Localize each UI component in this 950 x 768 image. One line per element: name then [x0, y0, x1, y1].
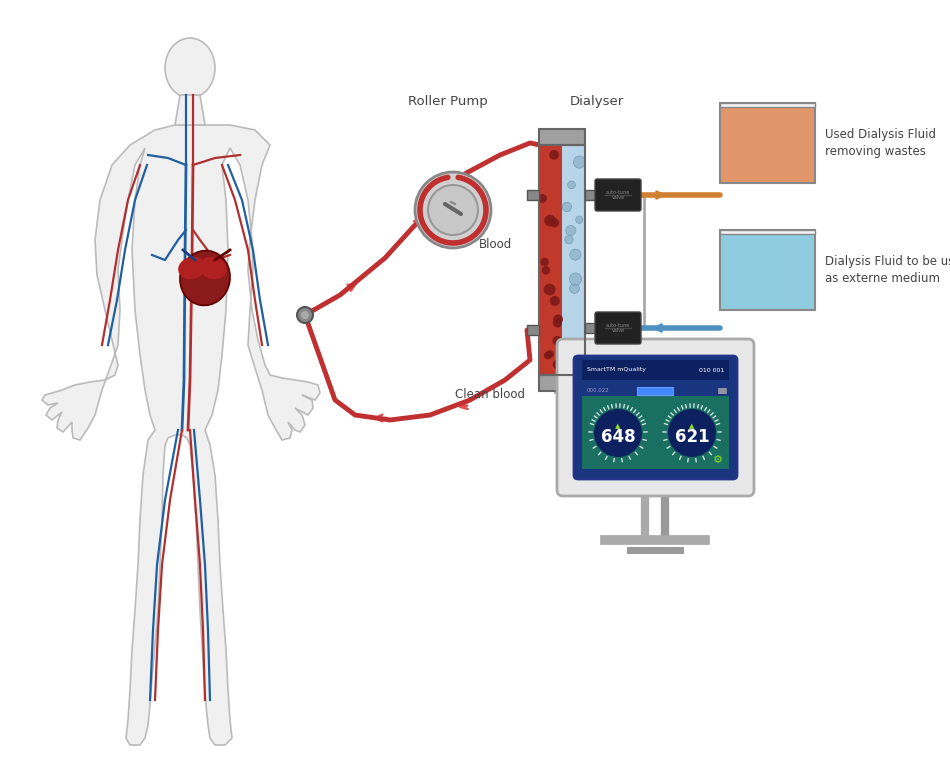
- Circle shape: [297, 307, 313, 323]
- Text: ⚙: ⚙: [713, 455, 723, 465]
- Circle shape: [668, 409, 716, 457]
- Circle shape: [562, 202, 572, 212]
- Circle shape: [550, 296, 560, 306]
- Bar: [720, 230, 815, 310]
- Text: auto-tune
valve: auto-tune valve: [606, 323, 630, 333]
- Ellipse shape: [180, 250, 230, 306]
- Bar: [539, 145, 585, 375]
- Circle shape: [553, 336, 562, 346]
- Bar: [585, 323, 597, 333]
- Text: auto-tune
valve: auto-tune valve: [606, 190, 630, 200]
- Circle shape: [567, 366, 575, 373]
- Bar: [527, 325, 539, 335]
- Bar: [720, 230, 815, 234]
- Circle shape: [538, 194, 547, 203]
- Circle shape: [546, 350, 554, 358]
- Circle shape: [574, 156, 585, 168]
- Circle shape: [553, 359, 562, 369]
- Circle shape: [553, 314, 563, 324]
- Bar: [582, 360, 729, 380]
- Circle shape: [542, 266, 550, 275]
- Circle shape: [570, 249, 581, 260]
- Circle shape: [564, 236, 573, 243]
- Bar: [637, 387, 673, 395]
- Text: Dialysis Fluid to be used
as externe medium: Dialysis Fluid to be used as externe med…: [825, 255, 950, 285]
- Text: Dialyser: Dialyser: [570, 95, 624, 108]
- Text: Used Dialysis Fluid
removing wastes: Used Dialysis Fluid removing wastes: [825, 128, 936, 158]
- Circle shape: [553, 319, 562, 328]
- Bar: [539, 375, 585, 391]
- Circle shape: [541, 258, 549, 266]
- Circle shape: [415, 172, 491, 248]
- Bar: [585, 190, 597, 200]
- Text: ▲: ▲: [616, 423, 620, 429]
- Ellipse shape: [200, 257, 227, 280]
- Bar: [720, 103, 815, 183]
- Circle shape: [569, 273, 581, 286]
- Text: ▲: ▲: [690, 423, 694, 429]
- Circle shape: [549, 150, 559, 160]
- Bar: [539, 129, 585, 145]
- Bar: [539, 145, 562, 375]
- Polygon shape: [42, 125, 320, 745]
- Bar: [527, 190, 539, 200]
- FancyBboxPatch shape: [595, 312, 641, 344]
- FancyBboxPatch shape: [557, 339, 754, 496]
- Ellipse shape: [165, 38, 215, 98]
- Circle shape: [301, 311, 309, 319]
- Circle shape: [428, 185, 478, 235]
- FancyBboxPatch shape: [574, 356, 737, 479]
- Bar: [562, 145, 585, 375]
- Text: Clean blood: Clean blood: [455, 389, 525, 402]
- Circle shape: [550, 218, 560, 227]
- Circle shape: [576, 216, 583, 223]
- Circle shape: [568, 181, 576, 189]
- Circle shape: [543, 352, 552, 359]
- Polygon shape: [175, 95, 205, 125]
- Circle shape: [566, 225, 576, 236]
- Circle shape: [570, 283, 580, 293]
- Bar: [720, 103, 815, 107]
- Text: 000.022: 000.022: [587, 389, 610, 393]
- Text: Roller Pump: Roller Pump: [408, 95, 488, 108]
- Text: 648: 648: [600, 428, 636, 446]
- Circle shape: [544, 215, 556, 227]
- Text: Blood: Blood: [479, 239, 512, 251]
- Text: 621: 621: [674, 428, 710, 446]
- Text: 010 001: 010 001: [699, 368, 724, 372]
- Circle shape: [594, 409, 642, 457]
- Text: SmartTM mQuality: SmartTM mQuality: [587, 368, 646, 372]
- Circle shape: [543, 283, 556, 296]
- Ellipse shape: [179, 257, 206, 280]
- Bar: [582, 396, 729, 469]
- FancyBboxPatch shape: [595, 179, 641, 211]
